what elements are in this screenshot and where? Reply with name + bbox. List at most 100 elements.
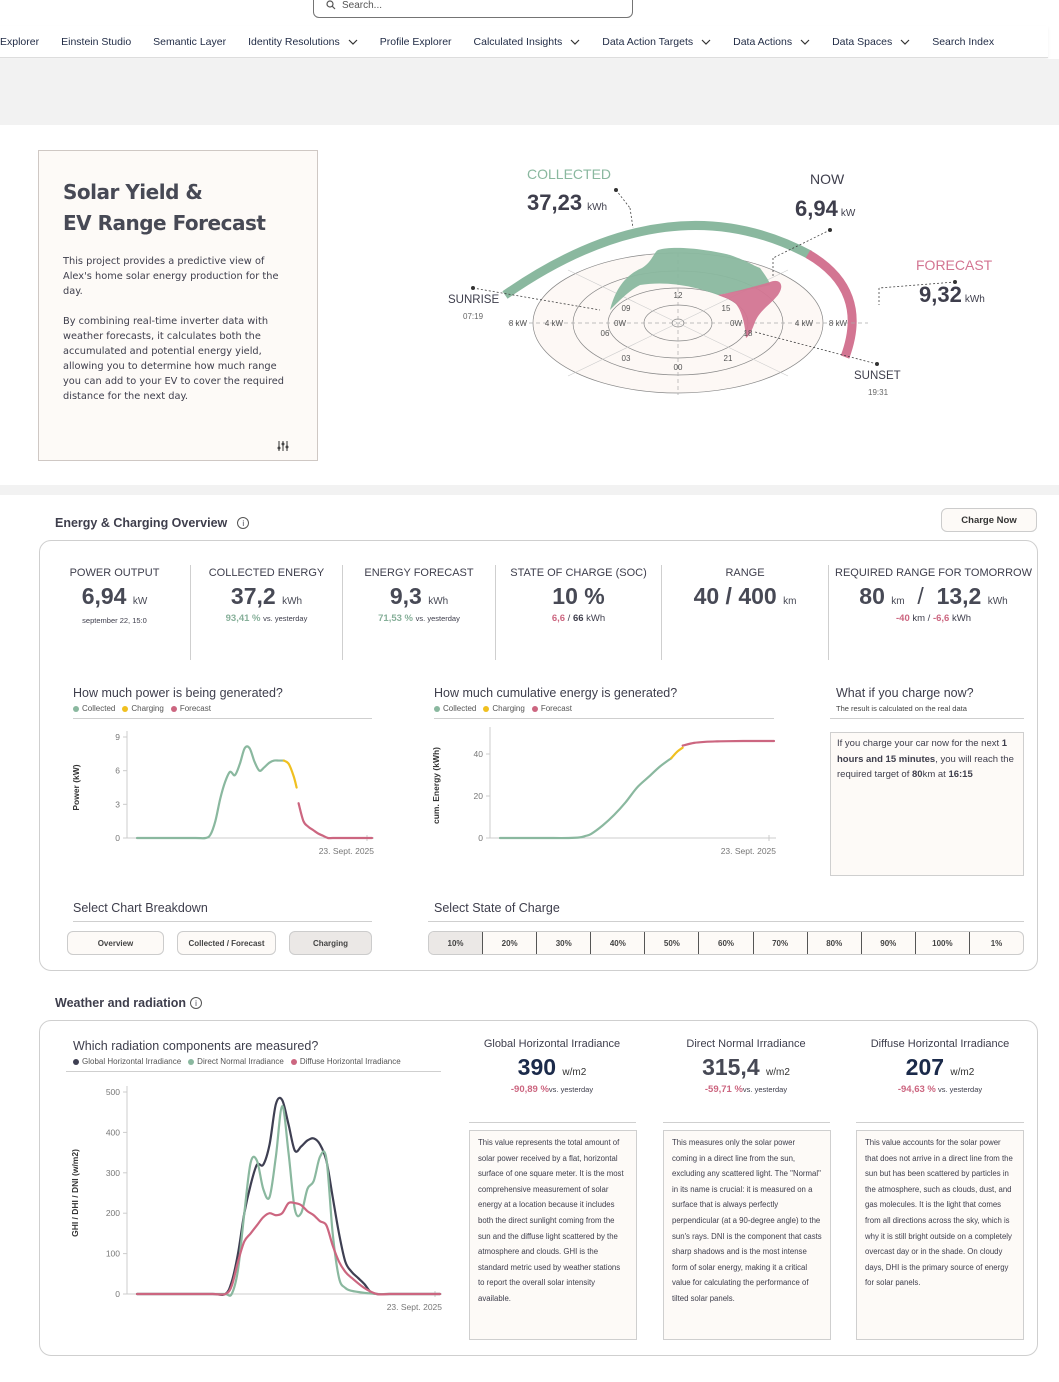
forecast-arc bbox=[805, 250, 857, 359]
legend-dot-icon bbox=[434, 705, 440, 712]
forecast-unit: kWh bbox=[965, 294, 985, 305]
header-band bbox=[0, 59, 1059, 125]
hour-label: 09 bbox=[622, 304, 631, 313]
charge-now-button[interactable]: Charge Now bbox=[941, 508, 1037, 532]
collected-unit: kWh bbox=[587, 202, 607, 213]
breakdown-collected-forecast-button[interactable]: Collected / Forecast bbox=[177, 931, 276, 955]
sunrise-time: 07:19 bbox=[463, 312, 484, 321]
power-chart-header: How much power is being generated? Colle… bbox=[73, 686, 372, 719]
nav-label: Calculated Insights bbox=[473, 35, 563, 48]
collected-label: COLLECTED bbox=[527, 166, 611, 182]
forecast-area bbox=[718, 280, 782, 338]
search-placeholder: Search... bbox=[342, 0, 383, 11]
legend-item[interactable]: Diffuse Horizontal Irradiance bbox=[290, 1057, 401, 1066]
ghi-description: This value represents the total amount o… bbox=[469, 1130, 637, 1340]
chevron-down-icon[interactable] bbox=[570, 37, 580, 47]
cumulative-energy-chart: 0 20 40 23. Sept. 2025 cum. Energy (kWh) bbox=[431, 727, 777, 856]
section-divider bbox=[0, 485, 1059, 495]
x-axis-label: 23. Sept. 2025 bbox=[721, 846, 777, 856]
hour-label: 18 bbox=[744, 329, 753, 338]
breakdown-overview-button[interactable]: Overview bbox=[67, 931, 164, 955]
kpi-state-of-charge: STATE OF CHARGE (SOC) 10 % 6,6 / 66 kWh bbox=[496, 565, 662, 660]
nav-item-semantic-layer[interactable]: Semantic Layer bbox=[142, 36, 237, 48]
soc-option[interactable]: 100% bbox=[916, 932, 970, 954]
power-chart: 0 3 6 9 23. Sept. 2025 Power (kW) bbox=[71, 731, 374, 856]
collected-area bbox=[610, 247, 770, 310]
legend-item[interactable]: Forecast bbox=[170, 704, 211, 713]
sliders-icon[interactable] bbox=[277, 440, 289, 452]
y-tick-label: 400 bbox=[106, 1127, 120, 1137]
breakdown-charging-button[interactable]: Charging bbox=[289, 931, 372, 955]
divider bbox=[469, 1122, 636, 1123]
nav-label: Einstein Studio bbox=[61, 35, 132, 48]
legend-item[interactable]: Charging bbox=[483, 704, 525, 713]
weather-title: Weather and radiation i bbox=[55, 996, 203, 1010]
nav-item-identity-resolutions[interactable]: Identity Resolutions bbox=[237, 36, 369, 48]
legend-item[interactable]: Global Horizontal Irradiance bbox=[73, 1057, 181, 1066]
legend-dot-icon bbox=[188, 1058, 195, 1065]
leader-line bbox=[878, 281, 956, 289]
legend-dot-icon bbox=[73, 1058, 79, 1065]
y-tick-label: 0 bbox=[478, 833, 483, 843]
y-tick-label: 100 bbox=[106, 1249, 120, 1259]
intro-paragraph-1: This project provides a predictive view … bbox=[63, 256, 279, 297]
legend-item[interactable]: Forecast bbox=[531, 704, 572, 713]
energy-overview-title: Energy & Charging Overview i bbox=[55, 516, 250, 530]
whatif-header: What if you charge now? The result is ca… bbox=[830, 686, 1024, 719]
soc-option[interactable]: 40% bbox=[591, 932, 646, 954]
chevron-down-icon[interactable] bbox=[348, 37, 358, 47]
soc-option[interactable]: 80% bbox=[808, 932, 862, 954]
legend-dot-icon bbox=[122, 705, 129, 712]
chevron-down-icon[interactable] bbox=[800, 37, 810, 47]
nav-label: Identity Resolutions bbox=[248, 35, 340, 48]
soc-option[interactable]: 20% bbox=[483, 932, 538, 954]
nav-item-explorer[interactable]: Explorer bbox=[0, 36, 50, 48]
nav-item-data-actions[interactable]: Data Actions bbox=[722, 36, 821, 48]
nav-label: Profile Explorer bbox=[379, 35, 452, 48]
hour-label: 21 bbox=[724, 354, 733, 363]
chevron-down-icon[interactable] bbox=[701, 37, 711, 47]
legend-item[interactable]: Collected bbox=[73, 704, 115, 713]
soc-option[interactable]: 30% bbox=[537, 932, 592, 954]
intro-title: Solar Yield & EV Range Forecast bbox=[63, 180, 266, 235]
y-tick-label: 20 bbox=[474, 791, 484, 801]
kpi-power-output: POWER OUTPUT 6,94 kW september 22, 15:0 bbox=[39, 565, 191, 660]
nav-item-search-index[interactable]: Search Index bbox=[921, 36, 1005, 48]
info-icon[interactable]: i bbox=[190, 997, 203, 1009]
series-line-collected bbox=[498, 757, 673, 840]
ghi-card: Global Horizontal Irradiance 390 w/m2 -9… bbox=[483, 1038, 621, 1095]
legend-item[interactable]: Direct Normal Irradiance bbox=[188, 1057, 284, 1066]
soc-option[interactable]: 1% bbox=[990, 938, 1003, 948]
legend-item[interactable]: Charging bbox=[122, 704, 164, 713]
intro-card: Solar Yield & EV Range Forecast This proj… bbox=[38, 150, 318, 461]
nav-item-profile-explorer[interactable]: Profile Explorer bbox=[369, 36, 463, 48]
hour-label: 06 bbox=[601, 329, 610, 338]
hour-label: 00 bbox=[674, 363, 683, 372]
legend-item[interactable]: Collected bbox=[434, 704, 476, 713]
leader-line bbox=[754, 331, 878, 365]
legend-dot-icon bbox=[73, 705, 79, 712]
soc-option[interactable]: 70% bbox=[754, 932, 808, 954]
nav-item-data-spaces[interactable]: Data Spaces bbox=[821, 36, 921, 48]
info-icon[interactable]: i bbox=[237, 517, 250, 529]
search-input[interactable]: Search... bbox=[313, 0, 633, 18]
leader-dot bbox=[614, 188, 618, 192]
series-line-forecast bbox=[297, 802, 374, 840]
chevron-down-icon[interactable] bbox=[900, 37, 910, 47]
soc-option[interactable]: 90% bbox=[862, 932, 916, 954]
nav-label: Data Spaces bbox=[832, 35, 893, 48]
dni-card: Direct Normal Irradiance 315,4 w/m2 -59,… bbox=[686, 1038, 806, 1095]
sunset-label: SUNSET bbox=[854, 370, 901, 382]
nav-item-data-action-targets[interactable]: Data Action Targets bbox=[591, 36, 722, 48]
soc-option[interactable]: 50% bbox=[645, 932, 700, 954]
soc-option[interactable]: 10% bbox=[429, 932, 484, 954]
divider bbox=[663, 1122, 830, 1123]
nav-item-einstein-studio[interactable]: Einstein Studio bbox=[50, 36, 142, 48]
energy-chart-header: How much cumulative energy is generated?… bbox=[434, 686, 774, 719]
nav-item-calculated-insights[interactable]: Calculated Insights bbox=[463, 36, 592, 48]
y-tick-label: 6 bbox=[115, 766, 120, 776]
nav-label: Explorer bbox=[0, 35, 40, 48]
soc-option[interactable]: 60% bbox=[699, 932, 754, 954]
series-line-charging bbox=[670, 746, 684, 760]
